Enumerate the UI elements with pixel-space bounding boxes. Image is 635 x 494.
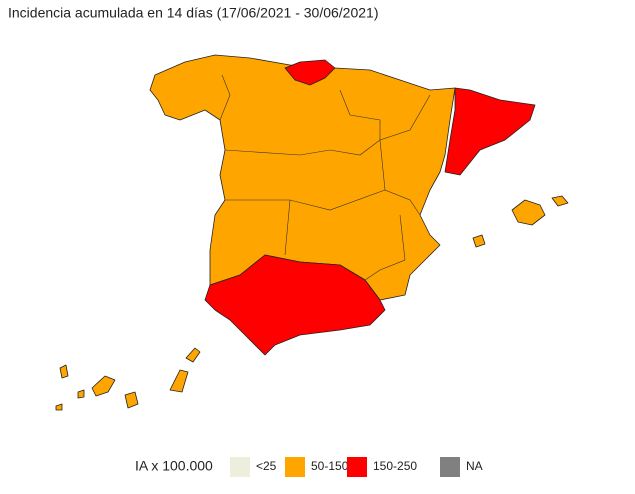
legend-swatch [285, 457, 305, 477]
map [55, 54, 569, 411]
region [55, 403, 63, 411]
region [149, 54, 456, 301]
border [364, 214, 406, 281]
border [339, 89, 381, 140]
region [185, 347, 201, 363]
region [472, 234, 486, 248]
internal-borders [219, 74, 431, 281]
border [225, 189, 386, 211]
legend: IA x 100.000 <25 50-150 150-250 NA [135, 457, 483, 477]
legend-swatch [347, 457, 367, 477]
region [284, 59, 336, 86]
region [77, 389, 85, 399]
region [204, 254, 386, 356]
map-title: Incidencia acumulada en 14 días (17/06/2… [8, 5, 379, 21]
border [379, 139, 421, 216]
region [551, 195, 569, 207]
legend-swatch [440, 457, 460, 477]
legend-label: NA [466, 459, 483, 473]
legend-label: 150-250 [373, 459, 417, 473]
region [444, 87, 536, 176]
region [124, 391, 139, 409]
region [91, 375, 116, 397]
border [219, 74, 231, 121]
region [511, 199, 546, 226]
legend-label: <25 [256, 459, 277, 473]
border [284, 199, 291, 256]
legend-label: 50-150 [311, 459, 349, 473]
region [59, 364, 69, 379]
border [224, 94, 431, 156]
legend-title: IA x 100.000 [135, 458, 213, 474]
legend-swatch [230, 457, 250, 477]
region [169, 369, 189, 393]
